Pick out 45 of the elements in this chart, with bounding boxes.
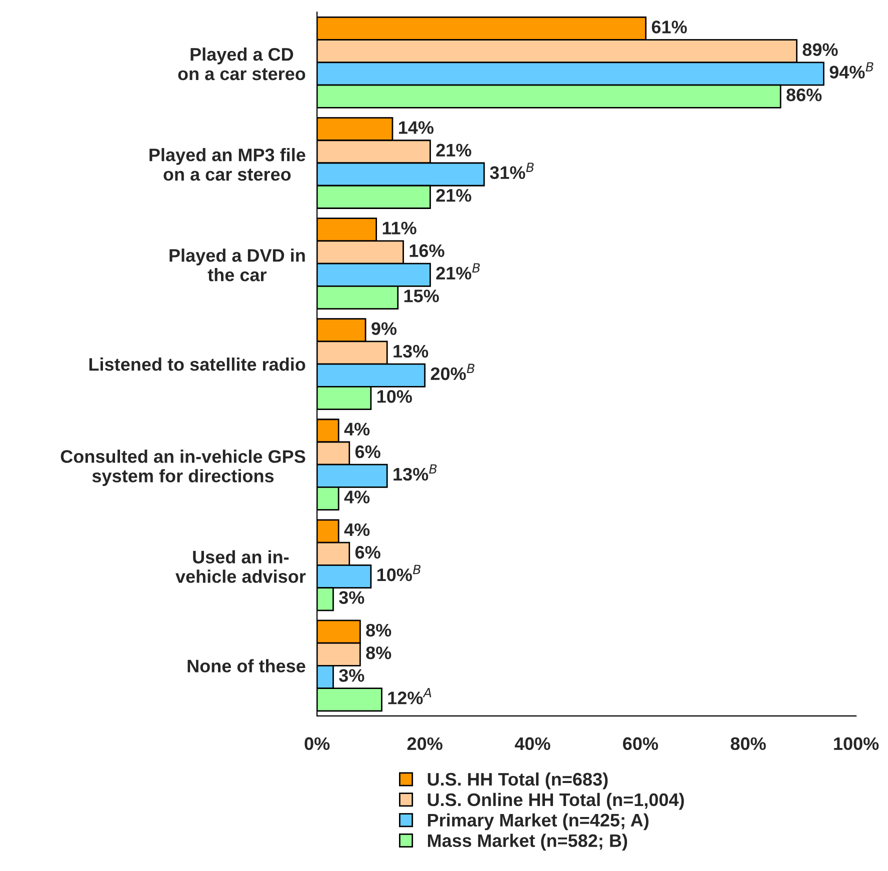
y-tick-label: Consulted an in-vehicle GPS system for directions (60, 450, 306, 486)
x-tick-label: 100% (834, 737, 879, 750)
data-label: 10%$^{B}$ (377, 564, 421, 582)
legend-label: U.S. HH Total (n=683) (428, 772, 608, 790)
x-tick-label: 60% (623, 737, 658, 750)
y-tick-label: Played a DVD in the car (170, 248, 305, 282)
data-label: 61% (652, 20, 687, 34)
data-label: 3% (338, 669, 364, 682)
data-label: 31%$^{B}$ (490, 162, 534, 180)
data-label: 89% (802, 43, 838, 56)
y-tick-label: Used an in- vehicle advisor (176, 550, 306, 583)
data-label: 21%$^{B}$ (436, 263, 480, 280)
legend-label: U.S. Online HH Total (n=1,004) (428, 792, 684, 810)
data-label: 6% (355, 445, 380, 458)
y-tick-label: Played an MP3 file on a car stereo (150, 148, 306, 181)
x-tick-label: 20% (407, 737, 442, 750)
x-tick-label: 80% (730, 737, 766, 750)
data-label: 10% (377, 390, 412, 403)
data-label: 20%$^{B}$ (430, 364, 474, 380)
data-label: 12%$^{A}$ (388, 688, 432, 704)
data-label: 9% (372, 322, 397, 335)
data-label: 13% (394, 344, 428, 358)
x-tick-label: 0% (304, 737, 330, 750)
data-label: 94%$^{B}$ (830, 62, 874, 78)
y-tick-label: Played a CD on a car stereo (178, 48, 306, 80)
legend-label: Primary Market (n=425; A) (428, 813, 648, 830)
data-label: 4% (344, 490, 370, 504)
legend-label: Mass Market (n=582; B) (428, 834, 628, 851)
data-label: 3% (338, 591, 364, 604)
data-label: 6% (355, 546, 380, 559)
data-label: 8% (366, 646, 392, 660)
data-label: 4% (344, 523, 370, 536)
data-label: 8% (366, 624, 392, 637)
y-tick-label: None of these (188, 659, 306, 672)
data-label: 15% (404, 290, 439, 302)
data-label: 13%$^{B}$ (394, 464, 437, 481)
data-label: 14% (399, 121, 434, 134)
y-tick-label: Listened to satellite radio (89, 358, 306, 371)
x-tick-label: 40% (514, 737, 550, 750)
data-label: 16% (410, 244, 444, 258)
data-label: 21% (436, 188, 472, 202)
data-label: 4% (344, 422, 370, 436)
data-label: 21% (436, 144, 472, 156)
data-label: 86% (786, 88, 822, 102)
data-label: 11% (382, 222, 416, 234)
